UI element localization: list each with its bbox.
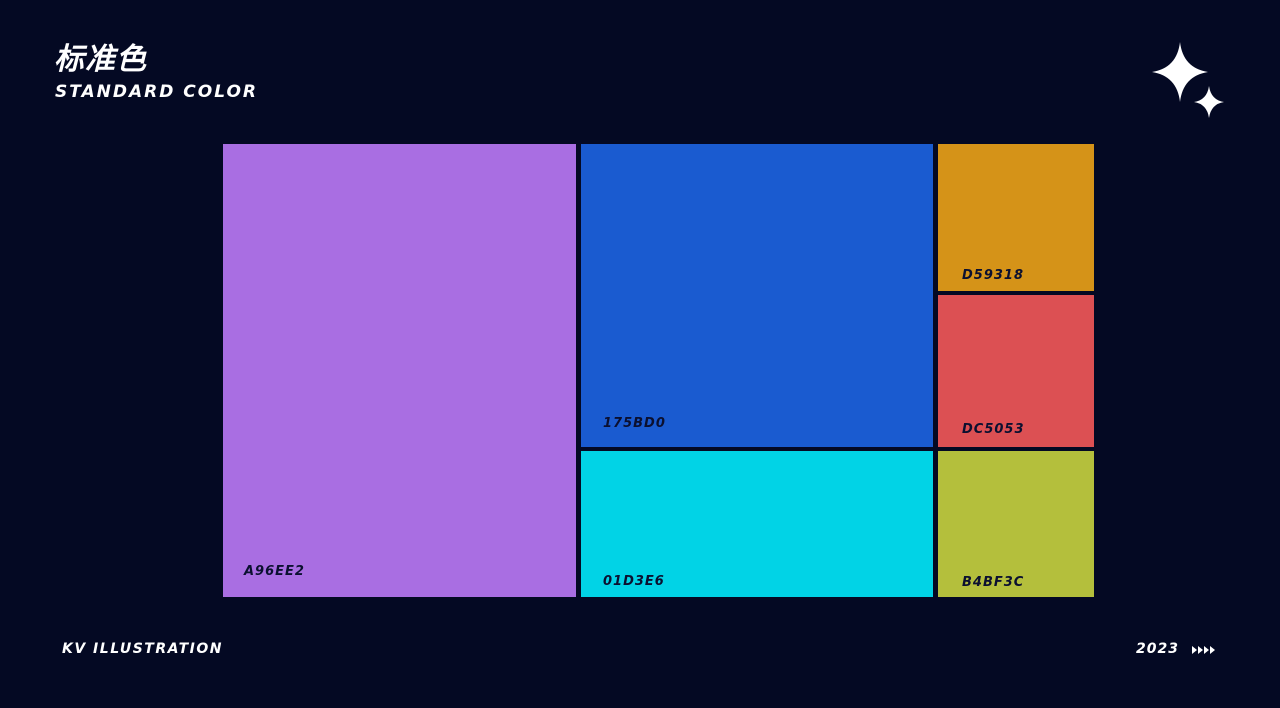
color-swatch: B4BF3C <box>938 451 1094 597</box>
color-swatch: 01D3E6 <box>581 451 933 597</box>
swatch-label: B4BF3C <box>962 575 1025 590</box>
subtitle: STANDARD COLOR <box>55 82 258 102</box>
arrows-icon <box>1192 646 1215 654</box>
color-swatch: 175BD0 <box>581 144 933 447</box>
swatch-label: 175BD0 <box>603 416 666 431</box>
color-swatch: D59318 <box>938 144 1094 291</box>
stars-icon <box>1152 42 1224 118</box>
color-swatch: DC5053 <box>938 295 1094 447</box>
color-swatch: A96EE2 <box>223 144 576 597</box>
footer-right: 2023 <box>1136 641 1179 657</box>
swatch-label: 01D3E6 <box>603 574 665 589</box>
footer-left: KV ILLUSTRATION <box>62 641 223 657</box>
title: 标准色 <box>54 42 147 77</box>
swatch-label: D59318 <box>962 268 1025 283</box>
swatch-label: A96EE2 <box>244 564 305 579</box>
swatch-label: DC5053 <box>962 422 1025 437</box>
